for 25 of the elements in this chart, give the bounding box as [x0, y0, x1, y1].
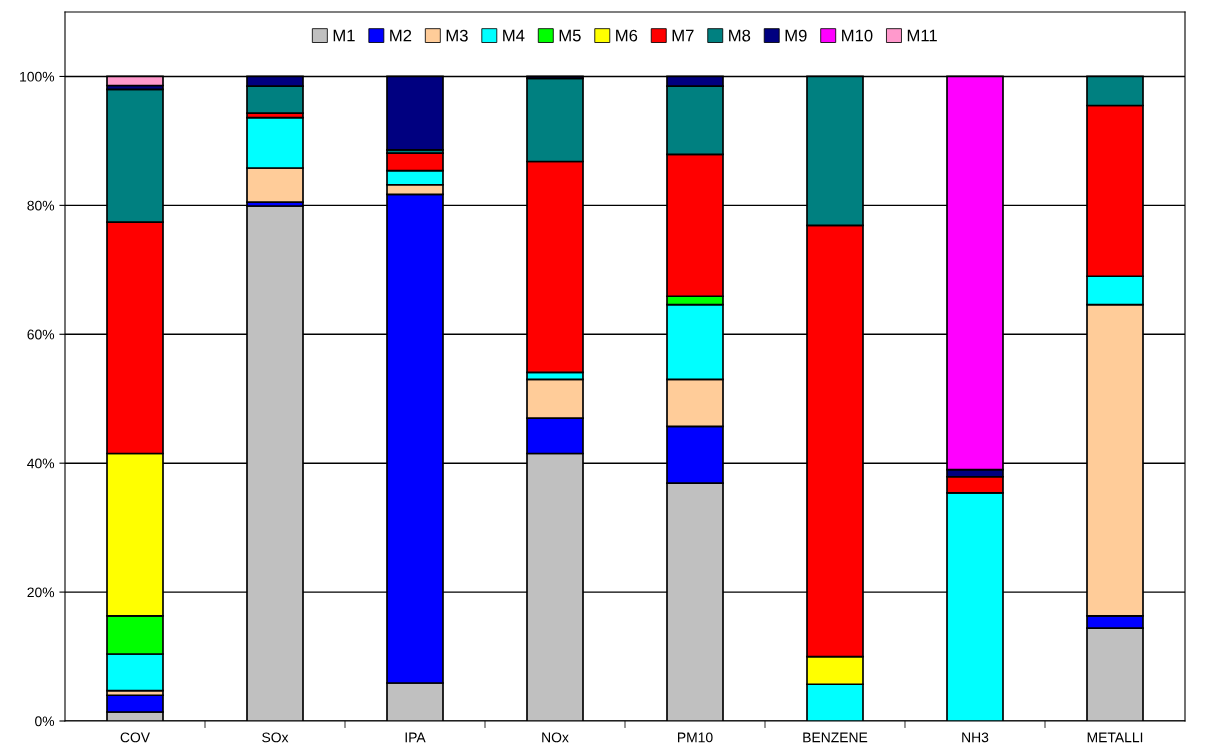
- x-tick-label: SOx: [262, 732, 289, 743]
- y-tick-label: 40%: [27, 458, 55, 469]
- legend-label: M6: [616, 29, 638, 42]
- y-tick-label: 100%: [20, 71, 55, 82]
- x-tick-label: COV: [120, 732, 150, 743]
- legend-label: M1: [333, 29, 355, 42]
- x-tick-label: NOx: [542, 732, 569, 743]
- legend-label: M2: [390, 29, 412, 42]
- legend-label: M8: [729, 29, 751, 42]
- legend-label: M9: [785, 29, 807, 42]
- x-tick-label: BENZENE: [803, 732, 868, 743]
- y-tick-label: 60%: [27, 329, 55, 340]
- x-tick-label: NH3: [962, 732, 989, 743]
- x-tick-label: METALLI: [1087, 732, 1143, 743]
- x-tick-label: IPA: [405, 732, 426, 743]
- y-tick-label: 0%: [35, 716, 55, 727]
- y-tick-label: 20%: [27, 587, 55, 598]
- x-tick-label: PM10: [678, 732, 713, 743]
- legend-label: M11: [907, 29, 937, 42]
- legend-label: M5: [559, 29, 581, 42]
- legend-label: M4: [503, 29, 525, 42]
- legend-label: M3: [446, 29, 468, 42]
- legend-label: M7: [672, 29, 694, 42]
- legend-label: M10: [842, 29, 873, 42]
- y-tick-label: 80%: [27, 200, 55, 211]
